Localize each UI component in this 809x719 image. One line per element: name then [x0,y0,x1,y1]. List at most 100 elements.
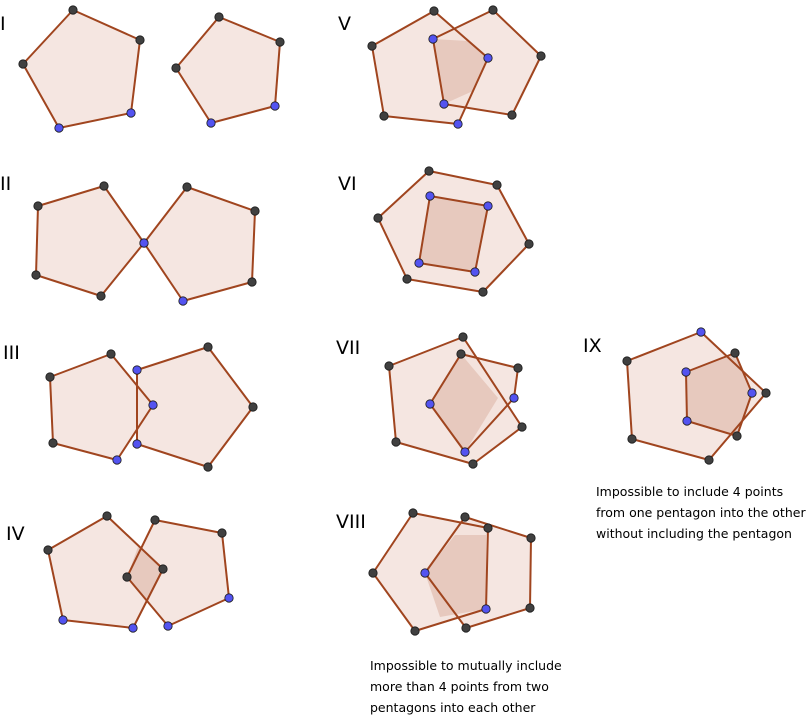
figure-vii-overlap-region [430,354,498,452]
figure-v-vertex-1-1-black-point [429,6,439,16]
figure-v-vertex-2-1-black-point [488,5,498,15]
figure-v [367,5,546,129]
figure-v-vertex-1-3-blue-point [453,119,463,129]
figure-iv-vertex-2-1-black-point [150,515,160,525]
note-ix-line-2: from one pentagon into the other [596,505,806,520]
figure-vi-vertex-1-4-black-point [478,287,488,297]
figure-ii-pentagon-2-fill [144,187,255,301]
figure-ix-vertex-2-5-blue-point [681,367,691,377]
figure-ix-vertex-2-1-black-point [730,348,740,358]
figure-i-vertex-1-1-black-point [68,5,78,15]
figure-ix-vertex-1-2-black-point [761,388,771,398]
figure-iv-vertex-2-5-black-point [122,572,132,582]
figure-iv-vertex-1-5-black-point [43,545,53,555]
figure-iv-vertex-2-2-black-point [217,528,227,538]
figure-ix-pentagon-2-edges [685,352,753,437]
label-iii: III [3,342,20,364]
figure-v-pentagon-1-edges [371,10,489,125]
figure-ix-vertex-2-2-blue-point [747,388,757,398]
figure-v-vertex-2-5-blue-point [428,34,438,44]
note-viii-line-3: pentagons into each other [370,700,536,715]
figure-iii-vertex-2-1-black-point [203,342,213,352]
figure-vi-vertex-2-1-blue-point [425,191,435,201]
figure-iii-vertex-1-4-black-point [48,438,58,448]
figure-ii-vertex-1-4-black-point [31,270,41,280]
figure-viii [368,508,536,636]
figure-vi-vertex-1-6-black-point [373,213,383,223]
figure-viii-vertex-1-5-black-point [368,568,378,578]
figure-ix [622,327,771,465]
note-viii: Impossible to mutually include more than… [370,655,562,718]
figure-ix-vertex-2-3-black-point [732,431,742,441]
figure-ii-vertex-1-3-black-point [96,291,106,301]
figure-vii-vertex-2-4-blue-point [460,447,470,457]
figure-ix-vertex-2-4-blue-point [682,416,692,426]
figure-iii-vertex-1-1-black-point [106,349,116,359]
figure-ii-pentagon-1-edges [35,185,145,297]
figure-viii-vertex-2-5-blue-point [420,568,430,578]
figure-viii-pentagon-1-edges [372,512,489,632]
figure-iii-vertex-1-2-blue-point [148,400,158,410]
figure-viii-vertex-2-3-black-point [525,603,535,613]
figure-vi-overlap-region [419,196,488,272]
figure-v-vertex-2-4-blue-point [439,99,449,109]
figure-v-vertex-2-2-black-point [536,51,546,61]
figure-iv-vertex-2-3-blue-point [224,593,234,603]
figure-i-vertex-1-3-blue-point [126,108,136,118]
figure-iv-pentagon-1-edges [47,515,164,629]
note-ix: Impossible to include 4 points from one … [596,481,806,544]
label-iv: IV [6,523,25,545]
figure-viii-vertex-2-4-black-point [461,623,471,633]
label-viii: VIII [336,511,366,533]
figure-vi-vertex-1-2-black-point [492,180,502,190]
figure-v-pentagon-2-edges [432,9,542,116]
figure-iii-vertex-1-5-black-point [45,372,55,382]
figure-i-vertex-1-2-black-point [135,35,145,45]
figure-iii-vertex-2-2-black-point [248,402,258,412]
figure-viii-vertex-1-2-black-point [483,523,493,533]
figure-ix-overlap-region [686,353,752,436]
figure-i-vertex-2-2-black-point [275,37,285,47]
figure-i-pentagon-2-fill [176,17,280,123]
figure-i-pentagon-1-edges [22,9,141,129]
figure-vii-vertex-2-3-blue-point [509,393,519,403]
figure-vii-pentagon-2-edges [429,353,519,453]
figure-iv-pentagon-2-fill [127,520,229,626]
label-v: V [338,13,351,35]
figure-iv [43,511,234,633]
figure-i-vertex-2-1-black-point [214,12,224,22]
figure-vi-vertex-1-5-black-point [402,274,412,284]
figure-ix-vertex-1-3-black-point [704,455,714,465]
figure-iii-pentagon-1-edges [49,353,154,461]
figure-ii-pentagon-1-fill [36,186,144,296]
figure-vi-vertex-2-4-blue-point [414,258,424,268]
label-i: I [0,13,6,35]
figure-iii-vertex-2-3-black-point [203,462,213,472]
figure-v-vertex-1-2-blue-point [483,53,493,63]
figure-iv-pentagon-2-edges [126,519,230,627]
figure-vii-vertex-2-1-black-point [456,349,466,359]
figure-vii-vertex-1-5-black-point [384,361,394,371]
figure-v-vertex-1-5-black-point [367,41,377,51]
figure-vi-vertex-2-3-blue-point [470,267,480,277]
figure-vi-vertex-2-2-blue-point [483,201,493,211]
figure-vii-vertex-2-2-black-point [513,363,523,373]
figure-ii-vertex-1-1-black-point [99,181,109,191]
figure-i [18,5,285,133]
figure-iii [45,342,258,472]
label-ii: II [0,173,12,195]
figure-vii-vertex-1-2-black-point [517,422,527,432]
figure-viii-vertex-2-2-black-point [526,533,536,543]
figure-vii-vertex-2-5-blue-point [425,399,435,409]
figure-iii-vertex-2-4-blue-point [132,439,142,449]
note-ix-line-1: Impossible to include 4 points [596,484,784,499]
note-ix-line-3: without including the pentagon [596,526,792,541]
figure-ii-vertex-2-4-blue-point [178,296,188,306]
figure-iv-vertex-2-4-blue-point [163,621,173,631]
figure-viii-overlap-region [425,535,486,617]
figure-i-pentagon-1-fill [23,10,140,128]
figure-viii-vertex-1-4-black-point [410,626,420,636]
figure-viii-pentagon-2-edges [424,516,532,629]
figure-vii-vertex-1-4-black-point [391,437,401,447]
figure-ix-pentagon-1-edges [626,331,767,461]
